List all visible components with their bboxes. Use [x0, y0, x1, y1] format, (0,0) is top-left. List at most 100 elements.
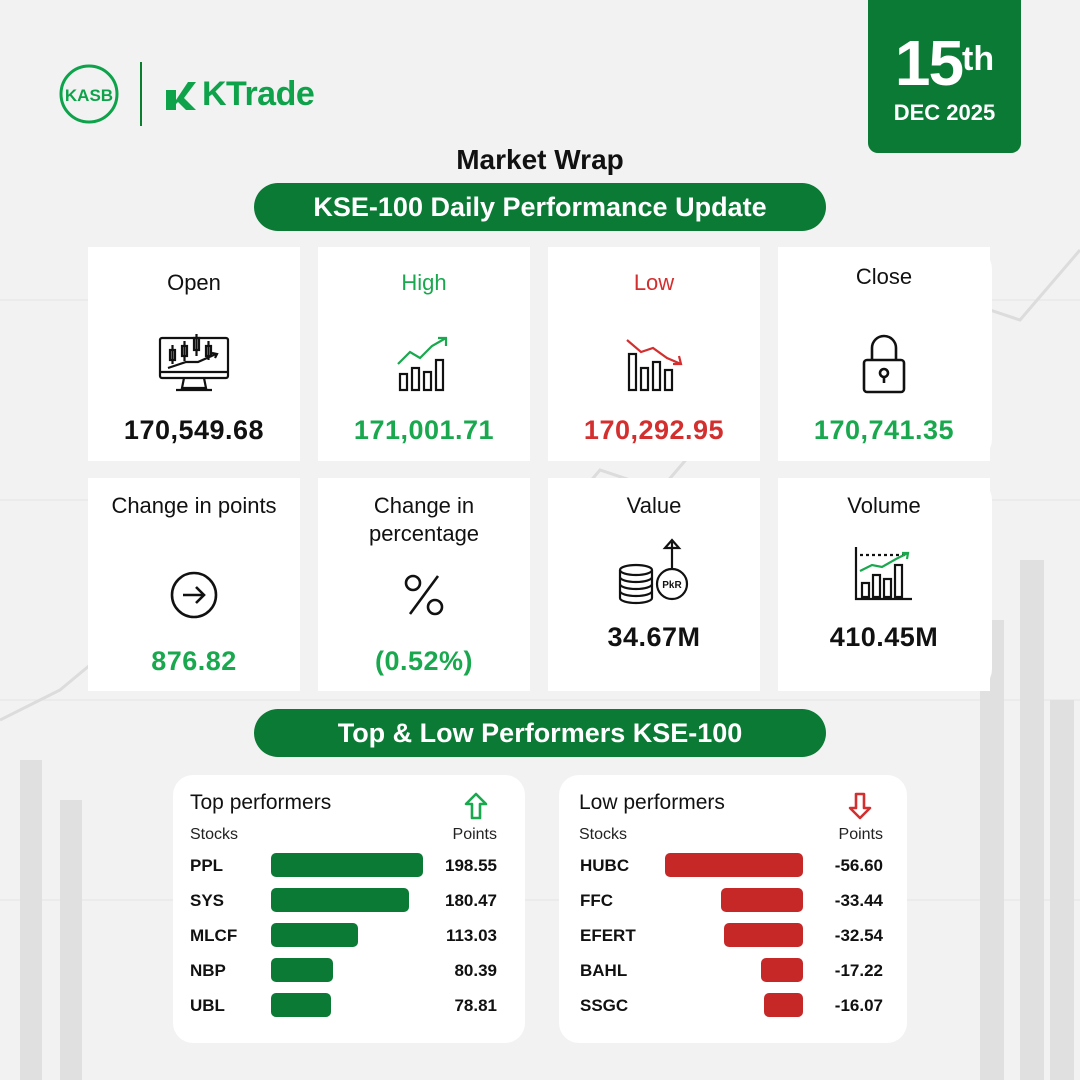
stat-value: 170,741.35: [813, 415, 955, 445]
stat-card-high: High 171,001.71: [318, 247, 530, 461]
arrow-up-icon: [464, 792, 488, 820]
date-day-number: 15: [894, 27, 964, 99]
brand-logos: KASB KTrade: [58, 62, 315, 126]
performer-row: SSGC -16.07: [559, 993, 907, 1019]
stat-value: 170,292.95: [583, 415, 725, 445]
page-title: Market Wrap: [456, 144, 624, 175]
points-bar: [271, 958, 333, 982]
points-value: -17.22: [834, 961, 883, 980]
performer-row: EFERT -32.54: [559, 923, 907, 949]
stock-symbol: UBL: [190, 996, 225, 1015]
date-day: 15th: [868, 30, 1021, 96]
points-bar: [271, 888, 409, 912]
top-performers-title: Top performers: [190, 791, 332, 814]
points-value: -56.60: [834, 856, 883, 875]
stat-label: Change in points: [111, 493, 277, 518]
points-bar: [271, 853, 423, 877]
trend-down-chart-icon: [616, 329, 692, 399]
performer-row: MLCF 113.03: [173, 923, 525, 949]
pkr-text: PkR: [662, 580, 682, 591]
stat-label: Change in percentage: [368, 493, 480, 546]
stock-symbol: HUBC: [580, 856, 630, 875]
stat-value: 876.82: [151, 646, 237, 676]
date-badge: 15th DEC 2025: [868, 0, 1021, 153]
stock-symbol: MLCF: [190, 926, 238, 945]
points-value: 113.03: [445, 926, 497, 945]
points-bar: [721, 888, 803, 912]
percent-icon: [386, 560, 462, 630]
points-value: -16.07: [834, 996, 883, 1015]
points-value: -32.54: [834, 926, 883, 945]
padlock-icon: [846, 329, 922, 399]
performer-row: FFC -33.44: [559, 888, 907, 914]
stat-value: 170,549.68: [123, 415, 265, 445]
low-performers-card: Low performers Stocks Points HUBC -56.60 F…: [559, 775, 907, 1043]
stat-label: Close: [855, 264, 913, 289]
ktrade-wordmark: KTrade: [202, 74, 315, 113]
stat-value: 34.67M: [607, 622, 701, 652]
stats-panel-prices: Open 170,549.68 High 171,001.71: [88, 247, 992, 461]
points-value: 180.47: [445, 891, 497, 910]
points-bar: [665, 853, 803, 877]
stat-value: 410.45M: [829, 622, 939, 652]
date-day-suffix: th: [962, 40, 995, 78]
stat-value: (0.52%): [374, 646, 474, 676]
points-value: 198.55: [445, 856, 497, 875]
volume-chart-icon: [846, 536, 922, 610]
performer-row: HUBC -56.60: [559, 853, 907, 879]
stock-symbol: BAHL: [580, 961, 628, 980]
points-value: -33.44: [834, 891, 883, 910]
points-bar: [271, 923, 358, 947]
stock-symbol: EFERT: [580, 926, 636, 945]
stat-value: 171,001.71: [353, 415, 495, 445]
points-bar: [761, 958, 803, 982]
kasb-logo: KASB: [59, 64, 119, 124]
ktrade-mark-icon: [166, 82, 196, 110]
ktrade-logo: KTrade: [164, 74, 315, 114]
stat-label: Value: [626, 493, 682, 518]
points-bar: [271, 993, 331, 1017]
stat-card-close: Close 170,741.35: [778, 247, 990, 461]
stocks-column-header: Stocks: [190, 826, 239, 843]
stock-symbol: SSGC: [580, 996, 629, 1015]
logo-divider: [140, 62, 142, 126]
points-bar: [724, 923, 803, 947]
trend-up-chart-icon: [386, 329, 462, 399]
performer-row: PPL 198.55: [173, 853, 525, 879]
top-performers-card: Top performers Stocks Points PPL 198.55 SY…: [173, 775, 525, 1043]
points-column-header: Points: [838, 826, 883, 843]
stat-card-low: Low 170,292.95: [548, 247, 760, 461]
stock-symbol: NBP: [190, 961, 226, 980]
performer-row: SYS 180.47: [173, 888, 525, 914]
stocks-column-header: Stocks: [579, 826, 628, 843]
kasb-logo-text: KASB: [65, 86, 113, 105]
date-month-year: DEC 2025: [893, 100, 996, 125]
stat-card-change-points: Change in points 876.82: [88, 478, 300, 691]
arrow-down-icon: [848, 792, 872, 820]
stock-symbol: PPL: [190, 856, 224, 875]
stock-symbol: SYS: [190, 891, 225, 910]
stat-label: High: [401, 270, 447, 295]
points-bar: [764, 993, 803, 1017]
performer-row: BAHL -17.22: [559, 958, 907, 984]
candlestick-monitor-icon: [156, 329, 232, 399]
performer-row: NBP 80.39: [173, 958, 525, 984]
stat-card-open: Open 170,549.68: [88, 247, 300, 461]
low-performers-title: Low performers: [579, 791, 725, 814]
stock-symbol: FFC: [580, 891, 614, 910]
stat-card-change-percentage: Change in percentage (0.52%): [318, 478, 530, 691]
stat-label: Open: [167, 270, 221, 295]
daily-performance-banner: KSE-100 Daily Performance Update: [254, 183, 826, 231]
stat-card-volume: Volume 410.45M: [778, 478, 990, 691]
stat-label: Low: [633, 270, 675, 295]
points-column-header: Points: [452, 826, 497, 843]
coins-pkr-icon: PkR: [614, 536, 694, 610]
stats-panel-changes: Change in points 876.82 Change in percen…: [88, 478, 992, 691]
performer-row: UBL 78.81: [173, 993, 525, 1019]
points-value: 80.39: [454, 961, 497, 980]
performers-banner: Top & Low Performers KSE-100: [254, 709, 826, 757]
arrow-circle-icon: [156, 560, 232, 630]
points-value: 78.81: [454, 996, 497, 1015]
stat-label: Volume: [847, 493, 921, 518]
stat-card-value: Value PkR 34.67M: [548, 478, 760, 691]
